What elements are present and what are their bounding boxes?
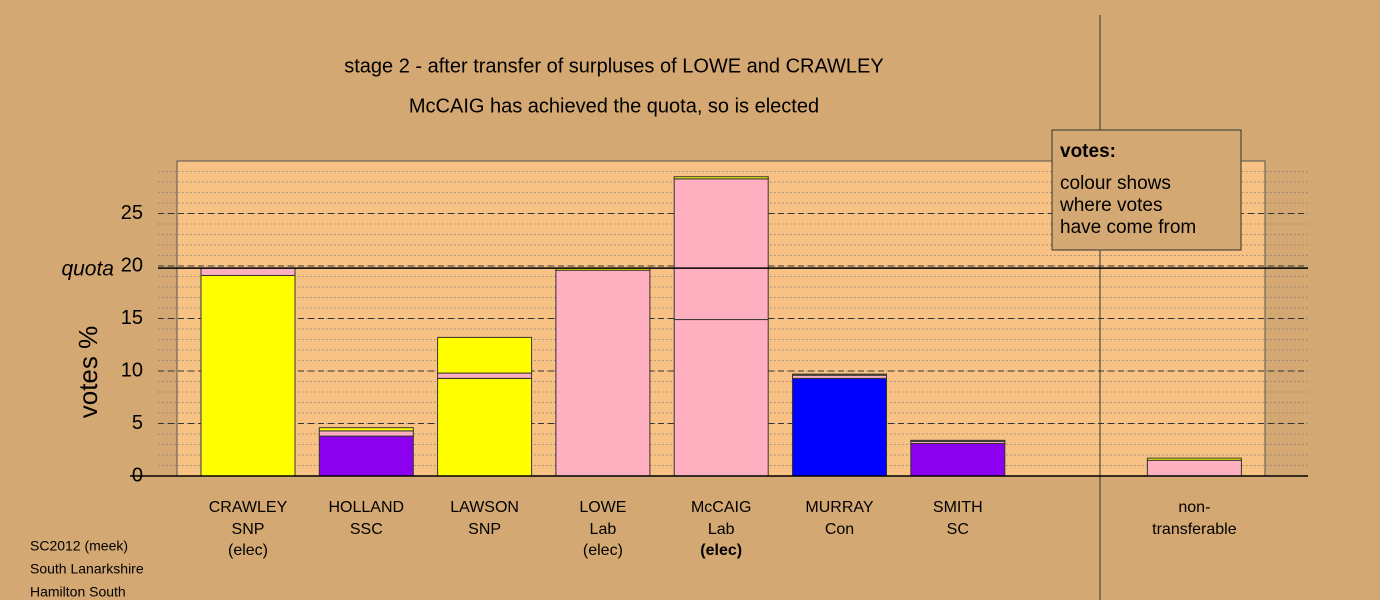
x-tick-label: LOWE (579, 499, 626, 516)
quota-label: quota (61, 258, 114, 281)
legend-title: votes: (1060, 141, 1116, 162)
bar-segment (318, 430, 414, 437)
x-tick-label: SC (947, 521, 969, 538)
footer-text: Hamilton South (30, 584, 126, 600)
bar-segment (437, 377, 533, 477)
x-tick-label: SSC (350, 521, 383, 538)
bar-segment (673, 178, 769, 321)
x-tick-label: SMITH (933, 499, 983, 516)
legend-text: have come from (1060, 217, 1196, 238)
legend-box (1051, 129, 1242, 251)
x-tick-label: HOLLAND (329, 499, 405, 516)
bar-segment (318, 427, 414, 432)
y-tick-label: 25 (121, 202, 143, 224)
status-label: (elec) (700, 542, 742, 559)
bar-segment (200, 274, 296, 477)
bar-segment (1146, 459, 1242, 477)
x-tick-label: Lab (708, 521, 735, 538)
footer-text: South Lanarkshire (30, 561, 144, 577)
x-tick-label: Lab (590, 521, 617, 538)
y-axis-label: votes % (73, 326, 103, 419)
x-tick-label: McCAIG (691, 499, 751, 516)
x-tick-label: transferable (1152, 521, 1237, 538)
y-tick-label: 20 (121, 254, 143, 276)
status-label: (elec) (228, 542, 268, 559)
bar-segment (437, 336, 533, 374)
bar-segment (318, 435, 414, 477)
x-tick-label: MURRAY (805, 499, 873, 516)
bar-segment (910, 439, 1006, 442)
bar-segment (673, 319, 769, 477)
bar-segment (1146, 457, 1242, 461)
legend-text: where votes (1059, 195, 1162, 216)
bar-segment (555, 269, 651, 477)
legend-text: colour shows (1060, 173, 1171, 194)
y-tick-label: 5 (132, 412, 143, 434)
bar-segment (673, 176, 769, 180)
bar-segment (200, 267, 296, 276)
bar-segment (792, 377, 887, 477)
chart-subtitle: McCAIG has achieved the quota, so is ele… (409, 95, 819, 117)
footer-text: SC2012 (meek) (30, 538, 128, 554)
x-tick-label: Con (825, 521, 854, 538)
bar-segment (792, 373, 887, 376)
x-tick-label: non- (1178, 499, 1210, 516)
x-tick-label: CRAWLEY (209, 499, 288, 516)
y-tick-label: 10 (121, 359, 143, 381)
chart-title: stage 2 - after transfer of surpluses of… (344, 55, 883, 77)
x-tick-label: SNP (232, 521, 265, 538)
bar-segment (437, 372, 533, 379)
x-tick-label: LAWSON (450, 499, 519, 516)
y-tick-label: 15 (121, 307, 143, 329)
bar-segment (910, 442, 1006, 477)
legend: votes: colour shows where votes have com… (1051, 129, 1242, 251)
x-tick-label: SNP (468, 521, 501, 538)
status-label: (elec) (583, 542, 623, 559)
